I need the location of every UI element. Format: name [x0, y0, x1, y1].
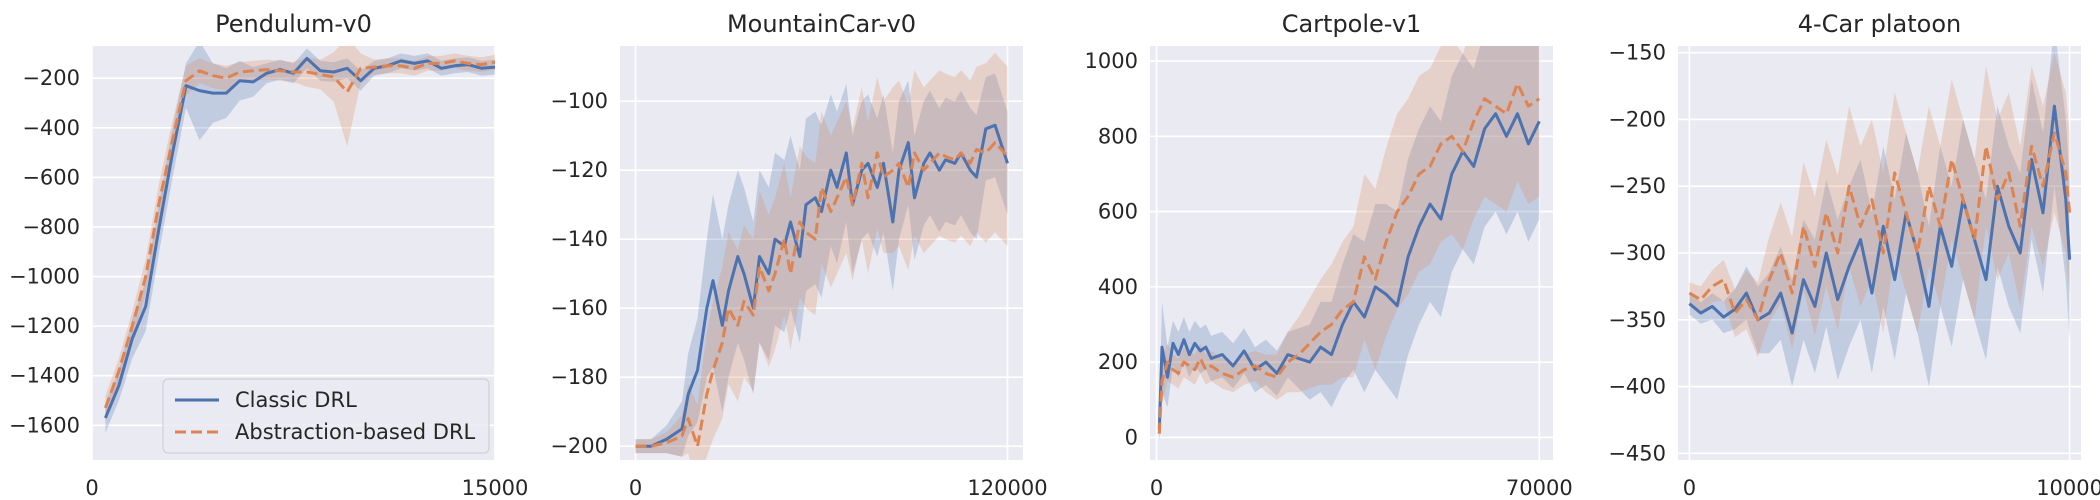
y-tick-label: −140 — [550, 227, 608, 251]
y-tick-label: −1400 — [9, 364, 80, 388]
y-tick-label: −800 — [22, 215, 80, 239]
legend-classic-label: Classic DRL — [235, 388, 357, 412]
series-group — [1157, 46, 1541, 442]
y-tick-label: −1200 — [9, 314, 80, 338]
abstraction-series-line — [103, 59, 495, 409]
y-tick-label: −250 — [1608, 174, 1666, 198]
plot-background — [1150, 46, 1553, 460]
series-group — [635, 52, 1009, 460]
y-tick-label: 800 — [1098, 124, 1138, 148]
classic-confidence-band — [1159, 46, 1540, 442]
y-tick-label: 200 — [1098, 350, 1138, 374]
panel-title: Cartpole-v1 — [1282, 10, 1422, 38]
legend: Classic DRL Abstraction-based DRL — [162, 378, 490, 454]
classic-confidence-band — [635, 73, 1008, 457]
abstraction-series-line — [635, 141, 1009, 448]
plot-background — [620, 46, 1023, 460]
x-tick-label: 0 — [629, 476, 642, 500]
y-tick-label: −200 — [1608, 107, 1666, 131]
x-tick-label: 10000 — [2036, 476, 2100, 500]
panel-title: Pendulum-v0 — [215, 10, 372, 38]
x-tick-label: 70000 — [1506, 476, 1573, 500]
panel-3: 0 200 400 600 800 1000 0 70000 Cartpole-v1 — [1085, 10, 1573, 500]
panel-1: −200 −400 −600 −800 −1000 −1200 −1400 −1600 0 150… — [9, 10, 528, 500]
y-tick-label: 1000 — [1085, 49, 1138, 73]
y-tick-label: 400 — [1098, 275, 1138, 299]
y-tick-label: −300 — [1608, 241, 1666, 265]
y-tick-label: −100 — [550, 89, 608, 113]
y-tick-label: −150 — [1608, 41, 1666, 65]
x-tick-label: 120000 — [967, 476, 1047, 500]
x-tick-label: 15000 — [462, 476, 529, 500]
y-tick-label: −450 — [1608, 441, 1666, 465]
panel-2: −100 −120 −140 −160 −180 −200 0 120000 MountainC… — [550, 10, 1047, 500]
abstraction-confidence-band — [1159, 46, 1540, 442]
abstraction-series-line — [1157, 82, 1541, 434]
x-tick-label: 0 — [85, 476, 98, 500]
legend-abstraction-label: Abstraction-based DRL — [235, 420, 476, 444]
panel-title: 4-Car platoon — [1798, 10, 1962, 38]
y-tick-label: −600 — [22, 165, 80, 189]
y-tick-label: −1600 — [9, 413, 80, 437]
classic-series-line — [635, 123, 1009, 448]
y-tick-label: −400 — [22, 116, 80, 140]
abstraction-series-line — [1688, 131, 2072, 322]
y-tick-label: −180 — [550, 365, 608, 389]
x-tick-label: 0 — [1150, 476, 1163, 500]
x-tick-label: 0 — [1683, 476, 1696, 500]
y-tick-label: −200 — [22, 66, 80, 90]
panel-4: −150 −200 −250 −300 −350 −400 −450 0 10000 4-Car … — [1608, 10, 2100, 500]
y-tick-label: −160 — [550, 296, 608, 320]
classic-series-line — [1157, 112, 1541, 430]
y-tick-label: 0 — [1125, 425, 1138, 449]
classic-series-line — [1688, 104, 2072, 335]
legend-box — [162, 378, 490, 454]
y-tick-label: −400 — [1608, 375, 1666, 399]
series-group — [1688, 46, 2072, 387]
y-tick-label: −1000 — [9, 265, 80, 289]
y-tick-label: 600 — [1098, 200, 1138, 224]
abstraction-confidence-band — [1689, 52, 2070, 358]
panel-title: MountainCar-v0 — [727, 10, 916, 38]
y-tick-label: −120 — [550, 158, 608, 182]
y-tick-label: −200 — [550, 434, 608, 458]
series-group — [103, 46, 495, 433]
y-tick-label: −350 — [1608, 308, 1666, 332]
